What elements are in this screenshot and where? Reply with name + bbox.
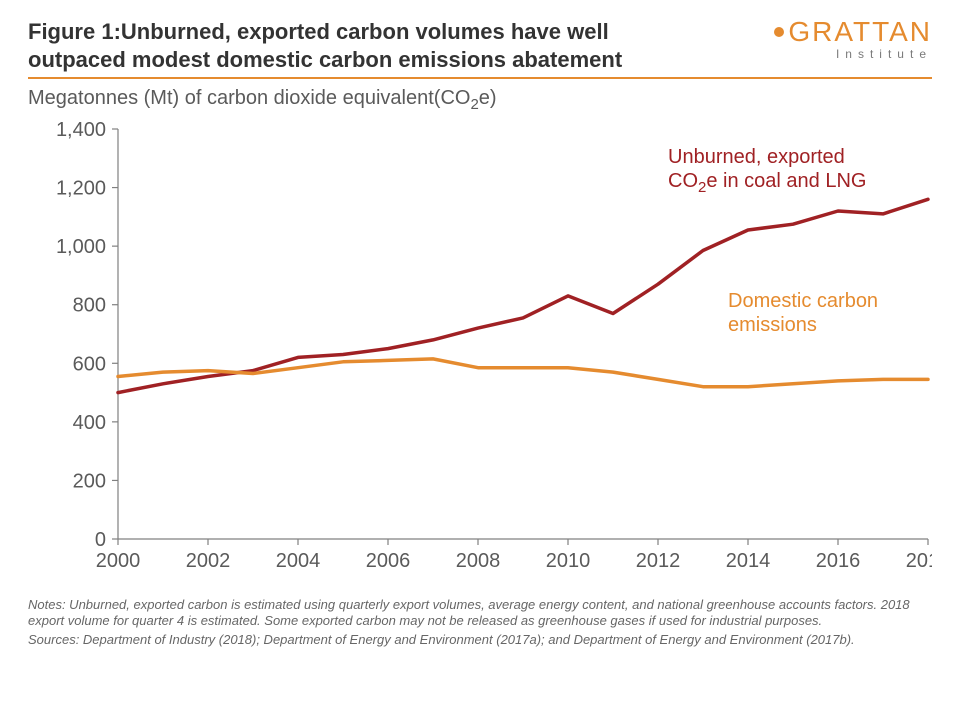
svg-text:2006: 2006	[366, 550, 411, 572]
series-label-exported-l2a: CO	[668, 170, 698, 192]
subtitle-pre: Megatonnes (Mt) of carbon dioxide equiva…	[28, 87, 470, 109]
svg-text:800: 800	[73, 295, 106, 317]
y-axis-description: Megatonnes (Mt) of carbon dioxide equiva…	[28, 87, 932, 113]
series-label-domestic: Domestic carbon emissions	[728, 289, 878, 337]
figure-page: Figure 1:Unburned, exported carbon volum…	[0, 0, 960, 720]
svg-text:2002: 2002	[186, 550, 231, 572]
svg-text:1,200: 1,200	[56, 178, 106, 200]
svg-text:2008: 2008	[456, 550, 501, 572]
svg-text:2012: 2012	[636, 550, 681, 572]
subtitle-post: e)	[479, 87, 497, 109]
svg-text:2014: 2014	[726, 550, 771, 572]
figure-title-line2: outpaced modest domestic carbon emission…	[28, 47, 622, 72]
brand-name: GRATTAN	[788, 18, 932, 46]
subtitle-sub: 2	[470, 96, 478, 113]
svg-text:2000: 2000	[96, 550, 141, 572]
series-label-exported-l1: Unburned, exported	[668, 146, 845, 168]
series-label-domestic-l2: emissions	[728, 314, 817, 336]
line-chart: 0 200 400 600 800 1,000 1,200 1,400 2000 2002 2004…	[28, 119, 932, 589]
brand-logo: GRATTAN Institute	[774, 18, 932, 60]
brand-dot-icon	[774, 27, 784, 37]
svg-text:2016: 2016	[816, 550, 861, 572]
svg-text:400: 400	[73, 412, 106, 434]
svg-text:2004: 2004	[276, 550, 321, 572]
svg-text:200: 200	[73, 470, 106, 492]
figure-notes: Notes: Unburned, exported carbon is esti…	[28, 597, 932, 648]
sources-line: Sources: Department of Industry (2018); …	[28, 632, 932, 648]
svg-text:2018: 2018	[906, 550, 932, 572]
svg-text:0: 0	[95, 529, 106, 551]
series-label-exported: Unburned, exported CO2e in coal and LNG	[668, 145, 866, 197]
series-label-exported-l2b: e in coal and LNG	[706, 170, 866, 192]
figure-title: Figure 1:Unburned, exported carbon volum…	[28, 18, 622, 73]
notes-line: Notes: Unburned, exported carbon is esti…	[28, 597, 932, 630]
series-label-domestic-l1: Domestic carbon	[728, 290, 878, 312]
svg-text:600: 600	[73, 353, 106, 375]
svg-text:1,000: 1,000	[56, 236, 106, 258]
svg-text:1,400: 1,400	[56, 119, 106, 141]
brand-subtext: Institute	[774, 48, 932, 60]
figure-label: Figure 1:	[28, 19, 121, 44]
figure-title-line1: Unburned, exported carbon volumes have w…	[121, 19, 609, 44]
figure-header: Figure 1:Unburned, exported carbon volum…	[28, 18, 932, 79]
svg-text:2010: 2010	[546, 550, 591, 572]
